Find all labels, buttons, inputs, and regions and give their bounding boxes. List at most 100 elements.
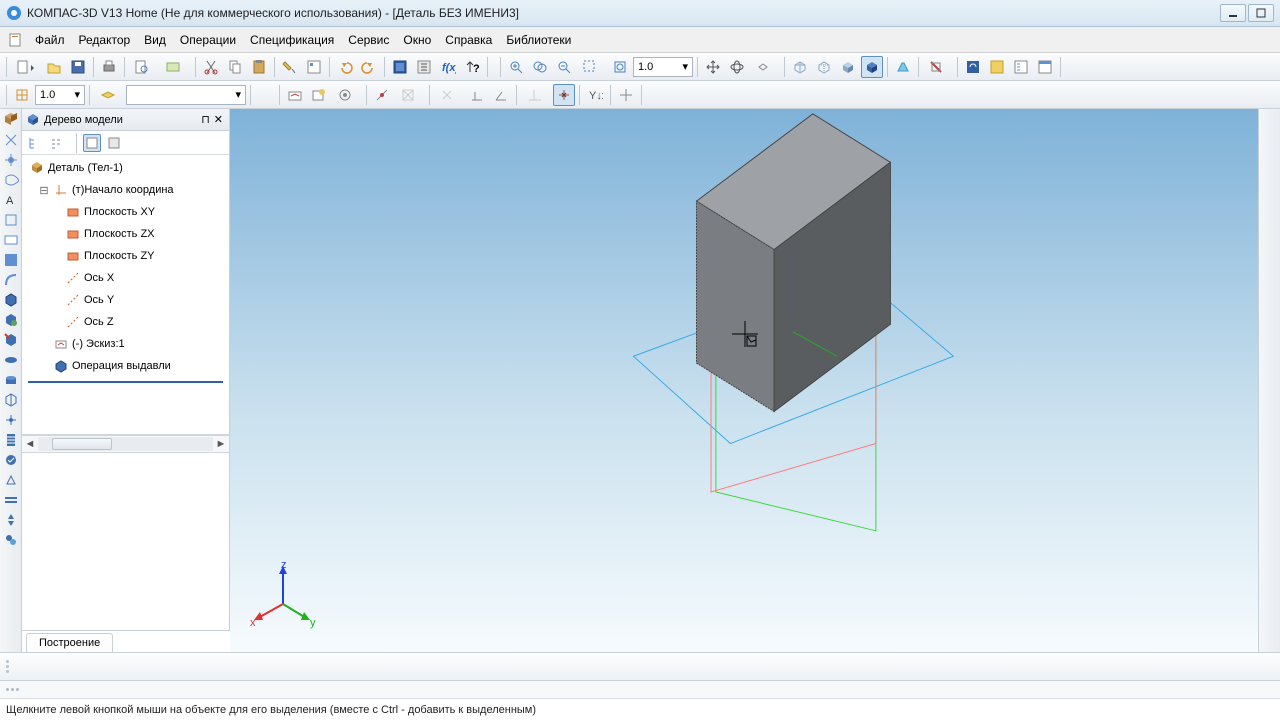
minimize-button[interactable] [1220,4,1246,22]
open-button[interactable] [43,56,65,78]
copy-button[interactable] [224,56,246,78]
scroll-thumb[interactable] [52,438,112,450]
vbtn-9[interactable] [2,271,20,289]
pan-button[interactable] [702,56,724,78]
tree-plane-zx[interactable]: Плоскость ZX [22,223,229,245]
redo-button[interactable] [358,56,380,78]
format-painter-button[interactable] [279,56,301,78]
preview-button[interactable] [129,56,159,78]
excl-button[interactable] [986,56,1008,78]
vbtn-7[interactable] [2,231,20,249]
menu-help[interactable]: Справка [438,29,499,51]
att-button[interactable] [161,56,191,78]
menu-spec[interactable]: Спецификация [243,29,341,51]
tree-btn-1[interactable] [26,134,44,152]
cut-button[interactable] [200,56,222,78]
snap4-button[interactable] [466,84,488,106]
tree-plane-xy[interactable]: Плоскость XY [22,201,229,223]
vbtn-17[interactable] [2,431,20,449]
snap5-button[interactable] [490,84,512,106]
tree-root[interactable]: Деталь (Тел-1) [22,157,229,179]
vbtn-10[interactable] [2,291,20,309]
menu-view[interactable]: Вид [137,29,173,51]
vbtn-18[interactable] [2,451,20,469]
menu-file[interactable]: Файл [28,29,72,51]
vbtn-13[interactable] [2,351,20,369]
tree-btn-4[interactable] [105,134,123,152]
vbtn-19[interactable] [2,471,20,489]
right-scrollbar[interactable] [1258,109,1280,652]
shaded-active-button[interactable] [861,56,883,78]
help-button[interactable]: ? [461,56,483,78]
rotate-button[interactable] [726,56,748,78]
vbtn-16[interactable] [2,411,20,429]
new-button[interactable] [11,56,41,78]
grid-button[interactable] [11,84,33,106]
sketch2-button[interactable] [308,84,330,106]
tree-axis-y[interactable]: Ось Y [22,289,229,311]
vbtn-3[interactable] [2,151,20,169]
tree-axis-z[interactable]: Ось Z [22,311,229,333]
snap3-button[interactable] [434,84,464,106]
vbtn-20[interactable] [2,491,20,509]
menu-libraries[interactable]: Библиотеки [499,29,578,51]
sketch3-button[interactable] [332,84,362,106]
tree-btn-2[interactable] [48,134,70,152]
sketch-button[interactable] [284,84,306,106]
tab-build[interactable]: Построение [26,633,113,652]
zoom-fit-button[interactable] [609,56,631,78]
collapse-icon[interactable]: ⊟ [38,184,50,197]
tree-button[interactable] [1010,56,1032,78]
snap loc-button[interactable] [553,84,575,106]
vbtn-1[interactable] [2,111,20,129]
rebuild-button[interactable] [962,56,984,78]
vbtn-6[interactable] [2,211,20,229]
layer-combo[interactable]: ▾ [126,85,246,105]
menu-window[interactable]: Окно [396,29,438,51]
hidden-button[interactable] [813,56,835,78]
print-button[interactable] [98,56,120,78]
manage-button[interactable] [389,56,411,78]
tree-origin[interactable]: ⊟ (т)Начало координа [22,179,229,201]
var-button[interactable] [413,56,435,78]
save-button[interactable] [67,56,89,78]
vbtn-4[interactable] [2,171,20,189]
tree-hscroll[interactable]: ◄ ► [22,435,229,453]
vbtn-2[interactable] [2,131,20,149]
viewport-3d[interactable]: z x y [230,109,1258,652]
vbtn-11[interactable] [2,311,20,329]
zoom-in-button[interactable] [505,56,527,78]
scroll-right-icon[interactable]: ► [213,438,229,450]
perspective-button[interactable] [892,56,914,78]
vbtn-14[interactable] [2,371,20,389]
vbtn-21[interactable] [2,511,20,529]
xy-button[interactable]: Y↓x [584,84,606,106]
tree-axis-x[interactable]: Ось X [22,267,229,289]
undo-button[interactable] [334,56,356,78]
props-button[interactable] [1034,56,1056,78]
tree-extrude[interactable]: Операция выдавли [22,355,229,377]
menu-service[interactable]: Сервис [341,29,396,51]
close-panel-icon[interactable]: ✕ [212,113,225,126]
vbtn-15[interactable] [2,391,20,409]
snap2-button[interactable] [395,84,425,106]
menu-operations[interactable]: Операции [173,29,243,51]
fx-button[interactable]: f(x) [437,56,459,78]
vbtn-8[interactable] [2,251,20,269]
tree-plane-zy[interactable]: Плоскость ZY [22,245,229,267]
properties-button[interactable] [303,56,325,78]
vbtn-22[interactable] [2,531,20,549]
cross-button[interactable] [615,84,637,106]
orient-button[interactable] [750,56,780,78]
menu-editor[interactable]: Редактор [72,29,138,51]
scale-combo[interactable]: 1.0▾ [633,57,693,77]
snap6-button[interactable] [521,84,551,106]
tree-sketch[interactable]: (-) Эскиз:1 [22,333,229,355]
step-combo[interactable]: 1.0▾ [35,85,85,105]
tree-btn-3[interactable] [83,134,101,152]
paste-button[interactable] [248,56,270,78]
scroll-left-icon[interactable]: ◄ [22,438,38,450]
vbtn-5[interactable]: A [2,191,20,209]
zoom-win-button[interactable] [577,56,607,78]
snap1-button[interactable] [371,84,393,106]
